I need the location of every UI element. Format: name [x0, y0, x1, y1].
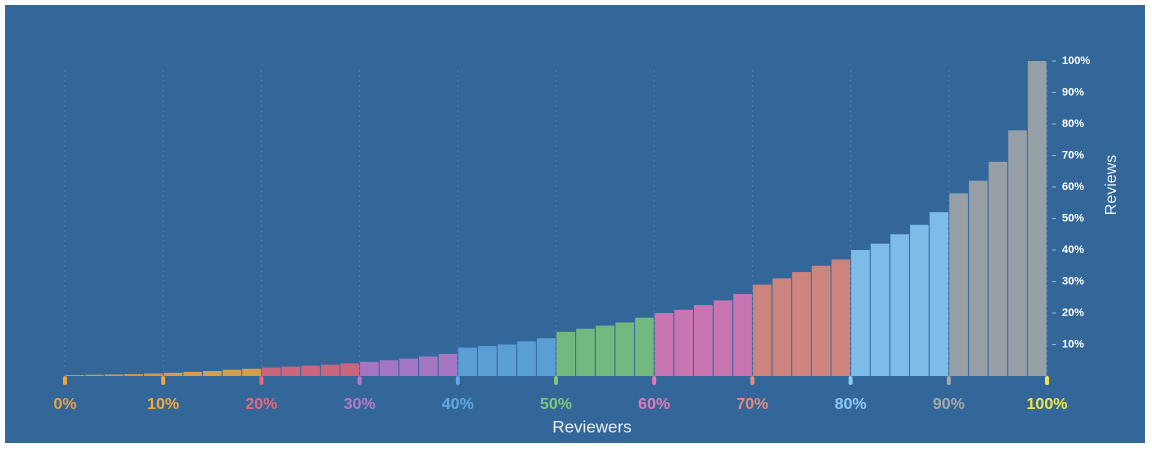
- bar: [752, 284, 772, 376]
- bar: [772, 278, 792, 376]
- x-tick-label: 20%: [245, 396, 277, 413]
- bar: [517, 341, 536, 376]
- x-tick-label: 60%: [638, 396, 670, 413]
- bar: [693, 305, 713, 376]
- bar: [242, 368, 261, 376]
- bar: [320, 364, 340, 376]
- bar: [163, 372, 183, 376]
- bar: [497, 344, 517, 376]
- bar: [1027, 61, 1047, 376]
- y-tick-label: 90%: [1062, 86, 1084, 98]
- bar: [595, 325, 615, 376]
- bar: [85, 374, 104, 376]
- x-tick-label: 0%: [53, 396, 76, 413]
- x-tick-label: 40%: [442, 396, 474, 413]
- x-tick-mark: [1045, 376, 1049, 385]
- bar: [301, 365, 320, 376]
- bar: [360, 361, 379, 376]
- bar: [202, 370, 222, 376]
- bar: [811, 265, 831, 376]
- bar: [713, 300, 733, 376]
- bar: [144, 373, 163, 376]
- x-tick-mark: [259, 376, 264, 385]
- y-tick-label: 80%: [1062, 118, 1084, 130]
- bar: [65, 375, 85, 376]
- bar: [124, 374, 144, 376]
- x-tick-mark: [161, 376, 166, 385]
- x-tick-label: 80%: [835, 396, 867, 413]
- x-tick-mark: [554, 376, 558, 385]
- y-tick-label: 30%: [1062, 275, 1084, 287]
- bar: [438, 353, 458, 376]
- x-tick-label: 10%: [147, 396, 179, 413]
- x-tick-mark: [652, 376, 657, 385]
- x-tick-mark: [750, 376, 755, 385]
- y-axis-label: Reviews: [1103, 155, 1120, 215]
- bar: [477, 346, 497, 376]
- bar: [988, 161, 1008, 376]
- bar: [419, 356, 438, 376]
- bar: [536, 338, 556, 376]
- x-axis-label: Reviewers: [552, 417, 631, 436]
- bar: [1008, 130, 1027, 376]
- bar: [792, 272, 811, 376]
- bar: [929, 212, 949, 376]
- x-tick-label: 90%: [933, 396, 965, 413]
- bar: [674, 309, 693, 376]
- bar: [615, 322, 635, 376]
- bar: [399, 358, 419, 376]
- bar: [222, 369, 242, 376]
- bar: [635, 317, 654, 376]
- bar: [458, 347, 477, 376]
- y-tick-label: 100%: [1062, 55, 1090, 67]
- y-tick-label: 20%: [1062, 307, 1084, 319]
- bar: [968, 180, 988, 376]
- bar: [949, 193, 968, 376]
- x-tick-label: 70%: [736, 396, 768, 413]
- y-tick-label: 40%: [1062, 244, 1084, 256]
- bar: [890, 234, 910, 376]
- bar: [556, 331, 576, 376]
- bar: [831, 259, 851, 376]
- x-tick-label: 100%: [1027, 396, 1068, 413]
- x-tick-label: 30%: [344, 396, 376, 413]
- y-tick-label: 10%: [1062, 338, 1084, 350]
- bar: [183, 371, 202, 376]
- x-tick-mark: [63, 376, 67, 385]
- x-tick-mark: [946, 376, 951, 385]
- bar: [910, 224, 929, 376]
- x-tick-label: 50%: [540, 396, 572, 413]
- x-tick-mark: [848, 376, 853, 385]
- bar: [851, 250, 870, 376]
- bar: [576, 328, 595, 376]
- x-tick-mark: [357, 376, 362, 385]
- bar: [379, 360, 399, 376]
- x-tick-mark: [455, 376, 460, 385]
- bar: [340, 363, 360, 376]
- bar: [654, 313, 674, 376]
- y-tick-label: 60%: [1062, 181, 1084, 193]
- y-tick-label: 70%: [1062, 149, 1084, 161]
- bar: [261, 367, 281, 376]
- bar: [104, 374, 124, 376]
- y-tick-label: 50%: [1062, 212, 1084, 224]
- bar: [870, 243, 890, 376]
- bar: [281, 366, 301, 376]
- bar: [733, 294, 752, 376]
